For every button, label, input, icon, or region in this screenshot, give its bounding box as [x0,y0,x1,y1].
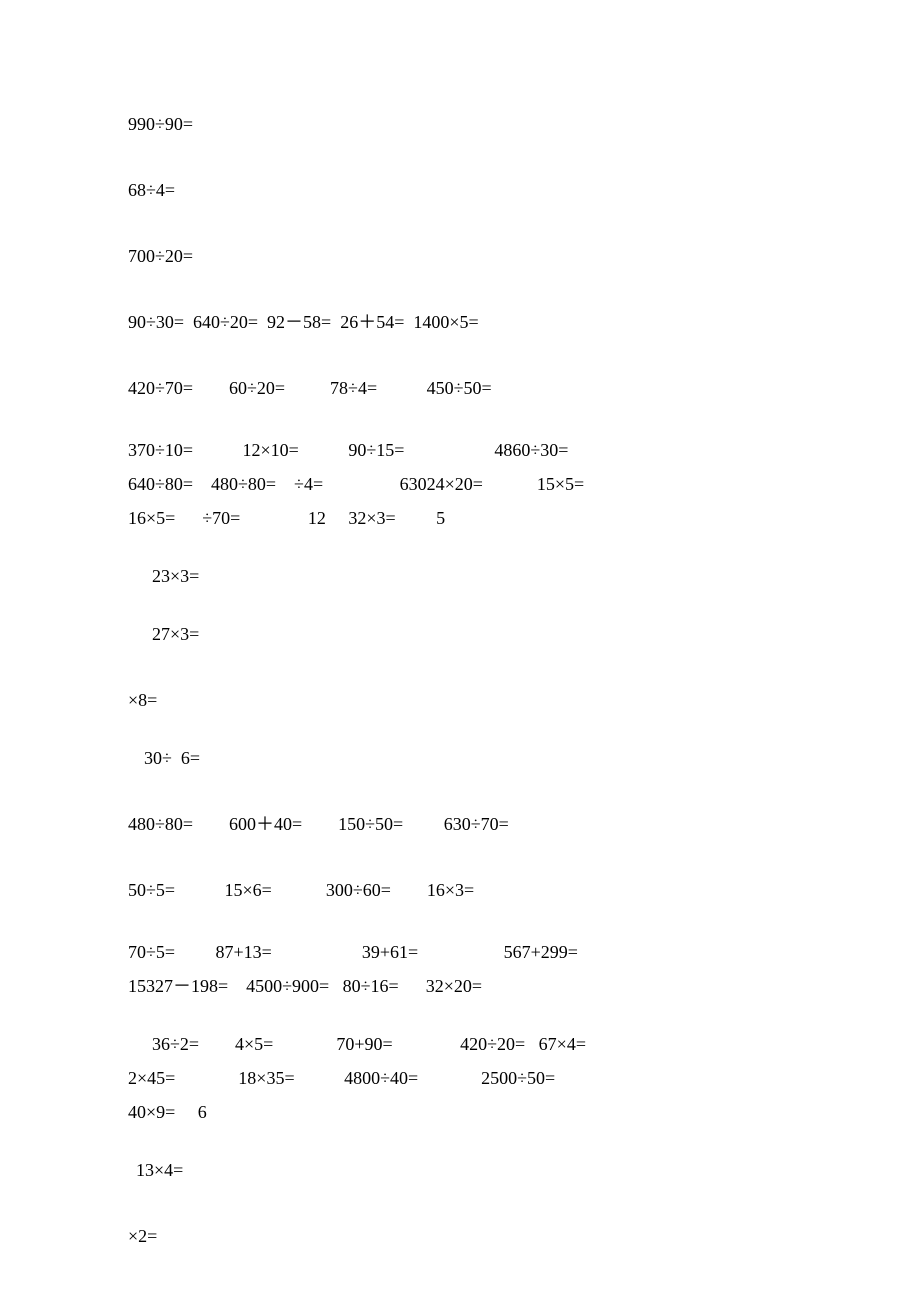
line-gap [128,585,870,625]
math-line: 36÷2= 4×5= 70+90= 420÷20= 67×4= [128,1035,870,1053]
math-line: 23×3= [128,567,870,585]
line-gap [128,767,870,815]
math-line: 2×45= 18×35= 4800÷40= 2500÷50= [128,1069,870,1087]
math-line: 15327－198= 4500÷900= 80÷16= 32×20= [128,977,870,995]
math-line: 640÷80= 480÷80= ÷4= 63024×20= 15×5= [128,475,870,493]
line-gap [128,709,870,749]
line-gap [128,1053,870,1069]
line-gap [128,493,870,509]
math-line: 480÷80= 600＋40= 150÷50= 630÷70= [128,815,870,833]
line-gap [128,459,870,475]
math-line: 700÷20= [128,247,870,265]
line-gap [128,1121,870,1161]
math-line: ×2= [128,1227,870,1245]
line-gap [128,1179,870,1227]
math-line: 370÷10= 12×10= 90÷15= 4860÷30= [128,441,870,459]
line-gap [128,527,870,567]
math-line: ×8= [128,691,870,709]
math-line: 90÷30= 640÷20= 92－58= 26＋54= 1400×5= [128,313,870,331]
line-gap [128,199,870,247]
line-gap [128,331,870,379]
line-gap [128,1087,870,1103]
math-line: 70÷5= 87+13= 39+61= 567+299= [128,943,870,961]
math-line: 50÷5= 15×6= 300÷60= 16×3= [128,881,870,899]
math-line: 68÷4= [128,181,870,199]
math-line: 13×4= [128,1161,870,1179]
math-line: 27×3= [128,625,870,643]
math-line: 990÷90= [128,115,870,133]
math-line: 420÷70= 60÷20= 78÷4= 450÷50= [128,379,870,397]
math-line: 16×5= ÷70= 12 32×3= 5 [128,509,870,527]
line-gap [128,995,870,1035]
line-gap [128,643,870,691]
line-gap [128,397,870,441]
line-gap [128,961,870,977]
line-gap [128,899,870,943]
math-line: 30÷ 6= [128,749,870,767]
line-gap [128,265,870,313]
math-worksheet: 990÷90= 68÷4= 700÷20= 90÷30= 640÷20= 92－58=… [128,115,870,1245]
line-gap [128,833,870,881]
math-line: 40×9= 6 [128,1103,870,1121]
line-gap [128,133,870,181]
